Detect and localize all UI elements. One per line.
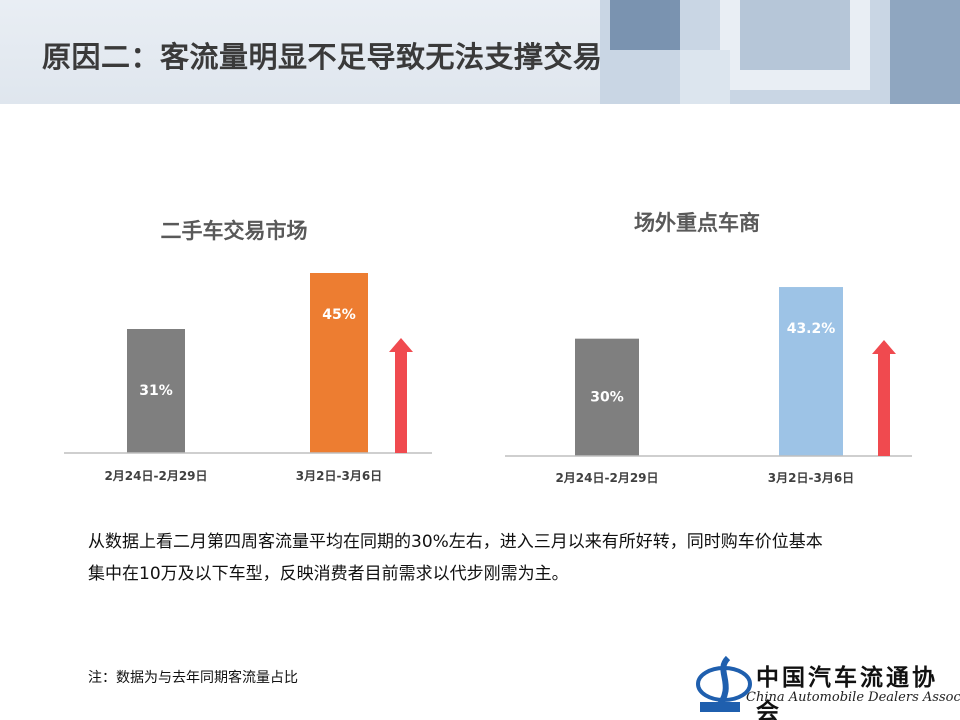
header-banner: 原因二：客流量明显不足导致无法支撑交易 — [0, 0, 960, 104]
chart-title: 二手车交易市场 — [161, 219, 308, 243]
footnote: 注：数据为与去年同期客流量占比 — [88, 670, 298, 686]
cada-logo-icon — [696, 655, 752, 712]
bar-2 — [310, 273, 368, 453]
bar-1 — [575, 338, 639, 456]
association-logo: 中国汽车流通协会 China Automobile Dealers Associ… — [694, 654, 960, 720]
logo-chinese-name: 中国汽车流通协会 — [756, 664, 938, 720]
up-arrow-icon — [389, 338, 413, 453]
x-tick-label: 2月24日-2月29日 — [104, 469, 207, 483]
body-line-2: 集中在10万及以下车型，反映消费者目前需求以代步刚需为主。 — [88, 564, 569, 584]
body-paragraph: 从数据上看二月第四周客流量平均在同期的30%左右，进入三月以来有所好转，同时购车… — [88, 526, 888, 590]
x-tick-label: 3月2日-3月6日 — [768, 471, 854, 485]
data-label: 45% — [322, 307, 356, 323]
x-tick-label: 2月24日-2月29日 — [555, 471, 658, 485]
bar-1 — [127, 329, 185, 453]
header-cubes-graphic — [600, 0, 960, 104]
body-line-1: 从数据上看二月第四周客流量平均在同期的30%左右，进入三月以来有所好转，同时购车… — [88, 532, 823, 552]
page-title: 原因二：客流量明显不足导致无法支撑交易 — [42, 40, 603, 74]
data-label: 43.2% — [787, 321, 836, 337]
bar-2 — [779, 287, 843, 456]
chart-title: 场外重点车商 — [634, 211, 760, 235]
up-arrow-icon — [872, 340, 896, 456]
logo-english-name: China Automobile Dealers Association — [746, 690, 960, 705]
x-tick-label: 3月2日-3月6日 — [296, 469, 382, 483]
data-label: 31% — [139, 383, 173, 399]
data-label: 30% — [590, 389, 624, 405]
